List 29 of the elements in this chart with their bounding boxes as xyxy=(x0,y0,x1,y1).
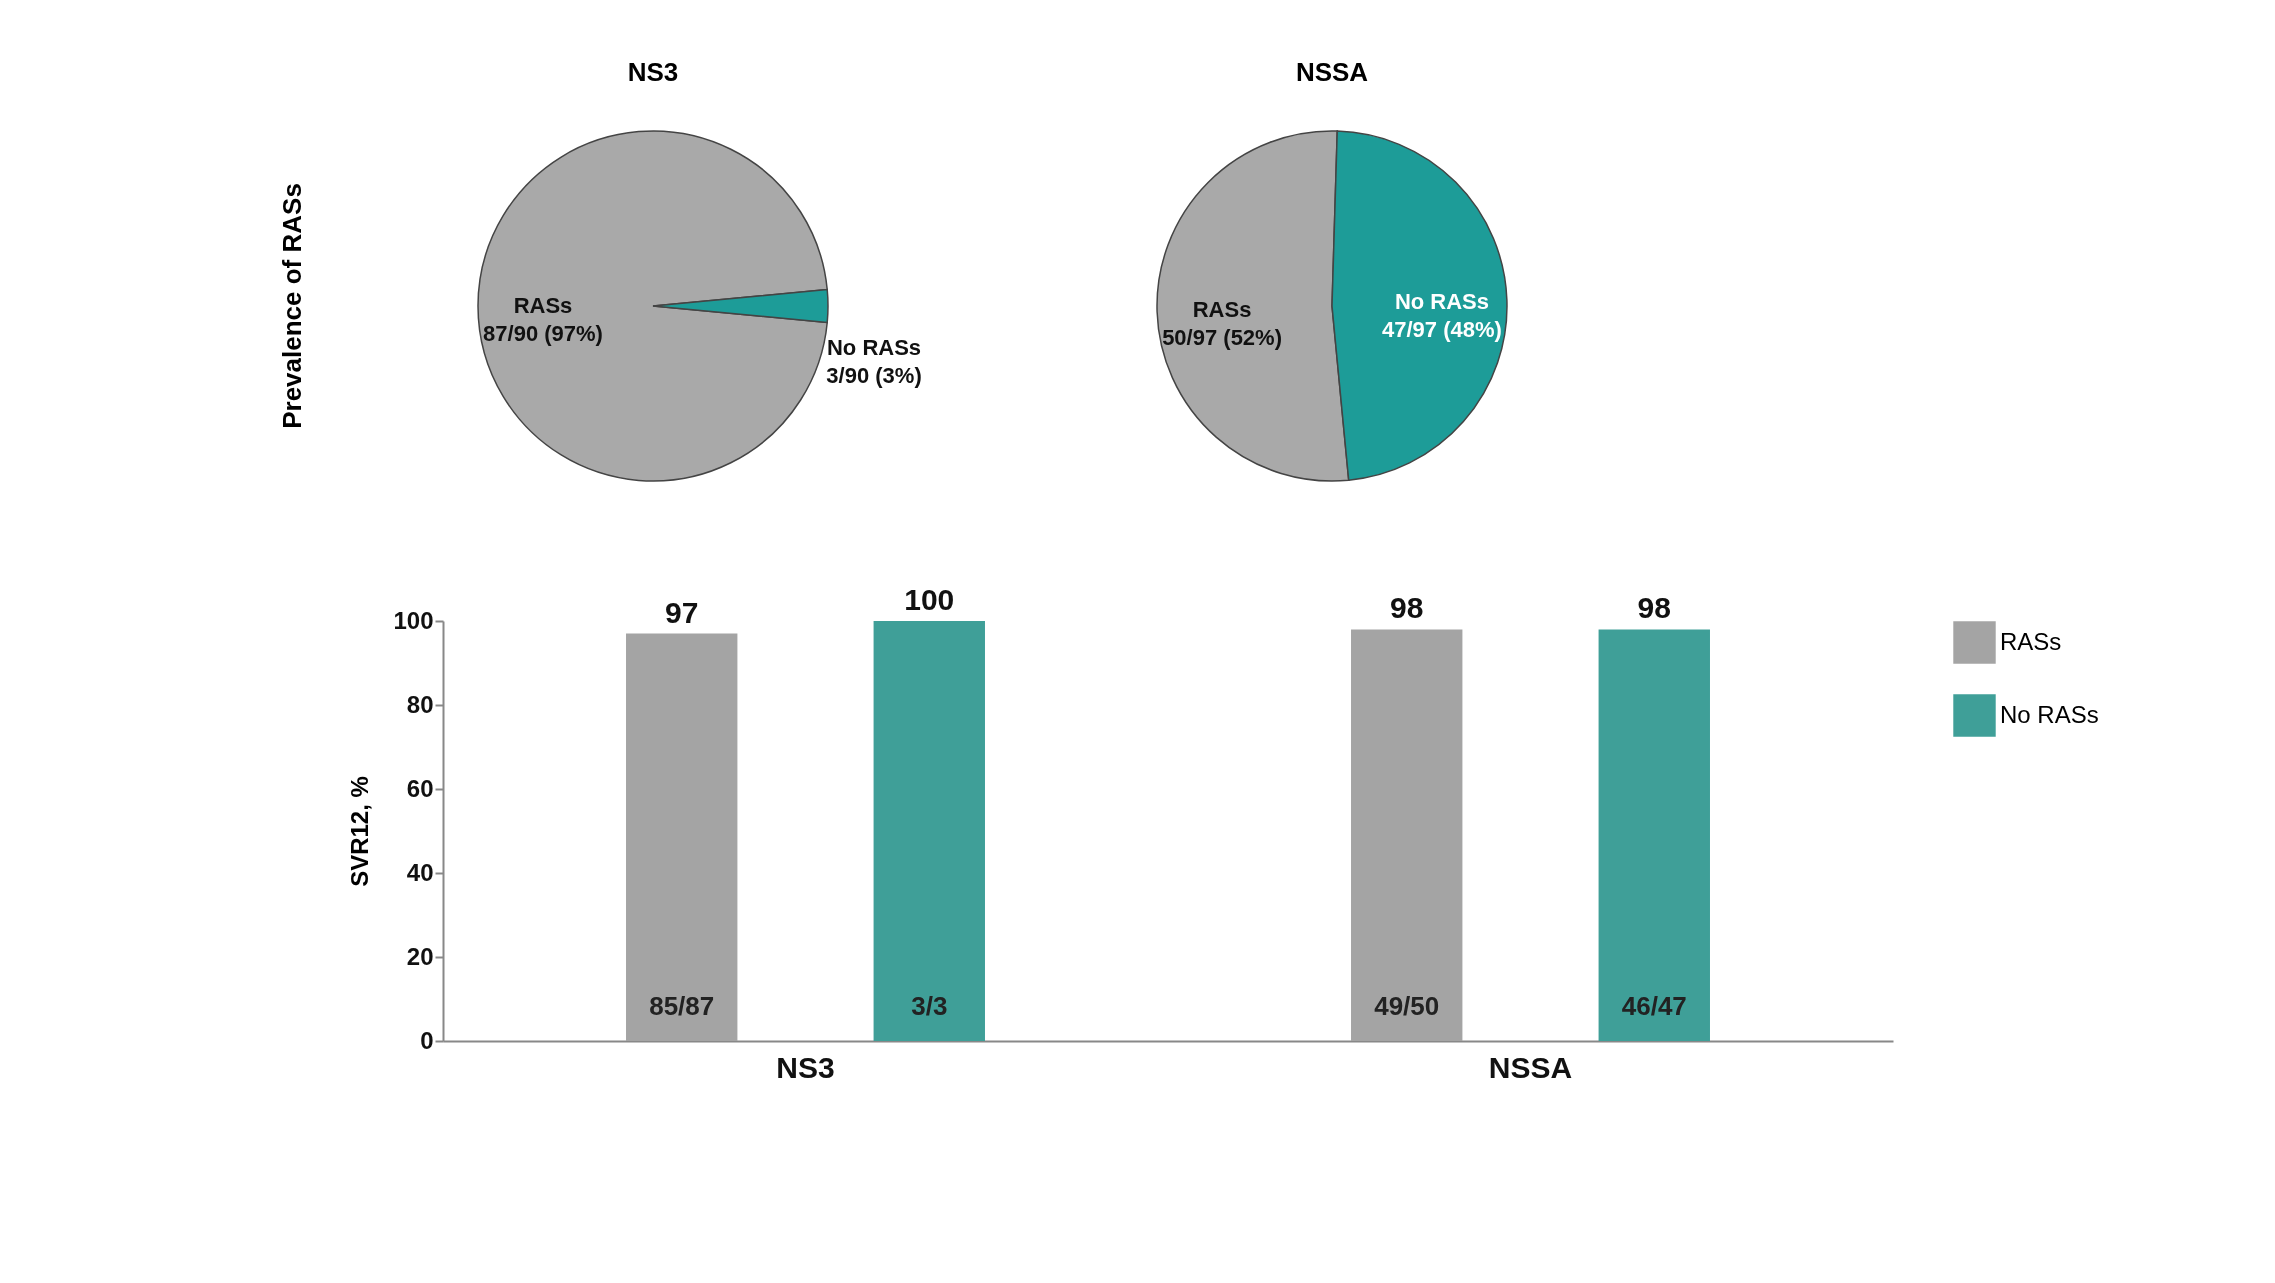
legend-label: No RASs xyxy=(2000,700,2099,728)
chart-title: NS3 xyxy=(627,57,679,87)
pie-slice xyxy=(477,130,828,482)
chart-title: NSSA xyxy=(1295,57,1369,87)
slice-label: No RASs xyxy=(826,335,922,361)
data-label: 3/90 (3%) xyxy=(826,363,922,389)
data-label: 50/97 (52%) xyxy=(1162,324,1282,350)
data-label: 97 xyxy=(665,595,699,629)
y-tick-label: 0 xyxy=(420,1026,434,1054)
data-label: 47/97 (48%) xyxy=(1382,317,1502,343)
legend-label: RASs xyxy=(2000,627,2062,655)
annotation: 85/87 xyxy=(649,991,715,1022)
data-label: 100 xyxy=(904,583,955,616)
data-label: 98 xyxy=(1390,591,1424,625)
slice-label: No RASs xyxy=(1394,289,1489,315)
data-label: 98 xyxy=(1637,591,1671,625)
text: Prevalence of RASs xyxy=(277,183,307,429)
annotation: 46/47 xyxy=(1621,991,1687,1022)
y-tick-label: 40 xyxy=(406,858,434,886)
y-axis-title: SVR12, % xyxy=(346,776,374,887)
y-tick-label: 100 xyxy=(393,606,434,634)
annotation: 49/50 xyxy=(1374,991,1440,1022)
slice-label: RASs xyxy=(513,293,573,318)
data-label: 87/90 (97%) xyxy=(483,321,603,346)
y-tick-label: 80 xyxy=(406,690,434,718)
annotation: 3/3 xyxy=(911,991,948,1022)
y-tick-label: 20 xyxy=(406,942,434,970)
y-tick-label: 60 xyxy=(406,774,434,802)
slice-label: RASs xyxy=(1192,296,1252,322)
